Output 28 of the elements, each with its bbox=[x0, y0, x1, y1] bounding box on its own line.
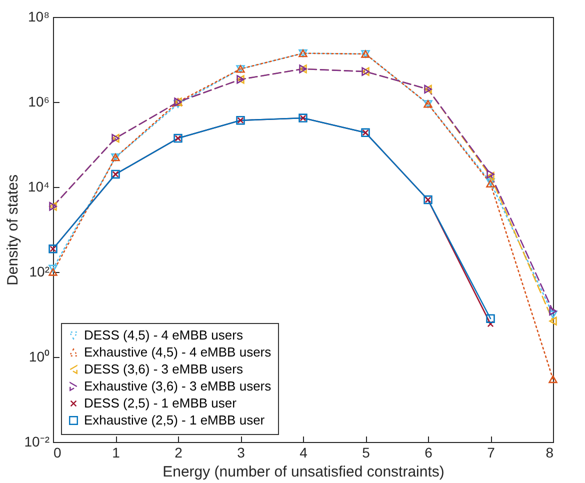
y-tick-label: 10⁶ bbox=[28, 94, 50, 110]
x-axis-title: Energy (number of unsatisfied constraints) bbox=[162, 464, 444, 480]
x-tick-label: 5 bbox=[362, 444, 370, 460]
x-tick-label: 1 bbox=[112, 444, 120, 460]
legend-label: DESS (3,6) - 3 eMBB users bbox=[84, 362, 244, 376]
point bbox=[487, 320, 494, 328]
point bbox=[486, 314, 495, 323]
x-tick-label: 2 bbox=[174, 444, 183, 460]
legend-label: Exhaustive (3,6) - 3 eMBB users bbox=[84, 378, 272, 394]
y-tick-label: 10⁸ bbox=[28, 8, 50, 24]
point bbox=[549, 316, 557, 326]
x-tick-label: 7 bbox=[487, 444, 496, 460]
y-tick-label: 10⁰ bbox=[28, 348, 50, 364]
y-axis-title: Density of states bbox=[4, 174, 22, 286]
legend-label: Exhaustive (2,5) - 1 eMBB user bbox=[84, 412, 266, 428]
y-tick-label: 10⁻² bbox=[24, 434, 50, 450]
y-tick-label: 10² bbox=[29, 264, 50, 280]
x-tick-label: 0 bbox=[54, 444, 62, 460]
point bbox=[48, 264, 58, 272]
x-tick-label: 6 bbox=[424, 444, 433, 460]
x-tick-label: 3 bbox=[237, 444, 246, 460]
x-tick-label: 8 bbox=[546, 444, 554, 460]
legend-label: DESS (2,5) - 1 eMBB user bbox=[84, 396, 238, 410]
legend-label: Exhaustive (4,5) - 4 eMBB users bbox=[84, 344, 272, 360]
point bbox=[548, 375, 558, 384]
x-tick-label: 4 bbox=[300, 444, 308, 460]
legend-label: DESS (4,5) - 4 eMBB users bbox=[84, 328, 244, 342]
y-tick-label: 10⁴ bbox=[28, 178, 50, 194]
